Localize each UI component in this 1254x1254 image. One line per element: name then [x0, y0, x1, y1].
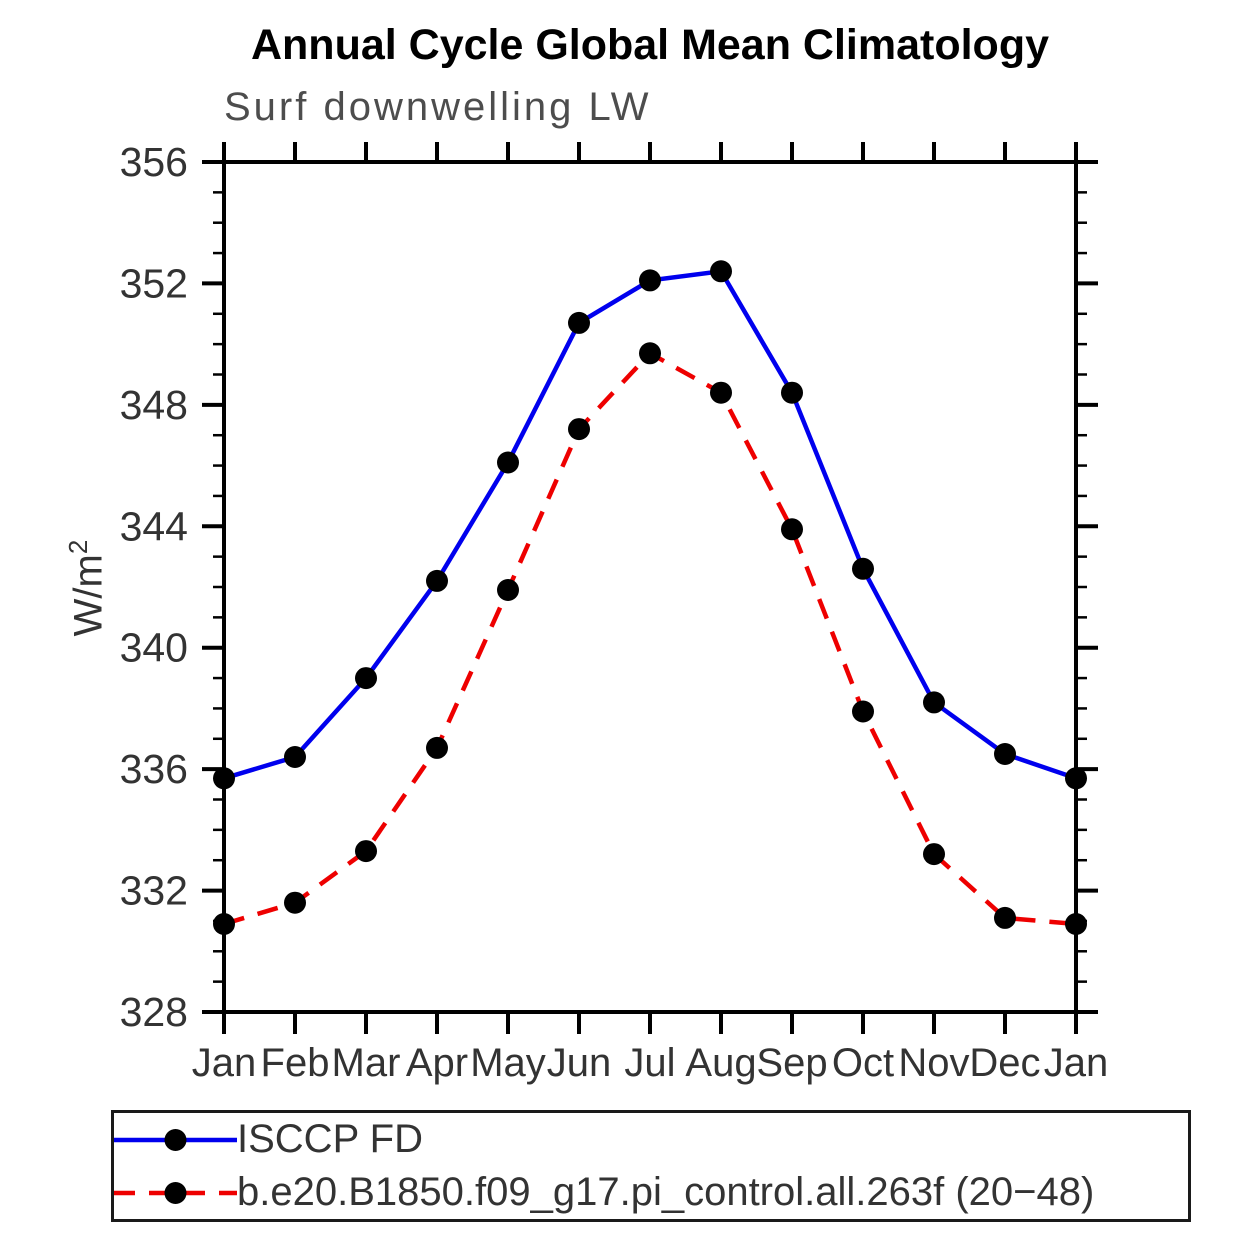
legend-item-isccp: ISCCP FD	[114, 1113, 1188, 1166]
chart-title: Annual Cycle Global Mean Climatology	[251, 21, 1049, 69]
data-point-marker	[497, 579, 519, 601]
data-point-marker	[426, 736, 448, 759]
data-point-marker	[355, 667, 377, 690]
legend-label-model: b.e20.B1850.f09_g17.pi_control.all.263f …	[237, 1170, 1095, 1214]
y-tick-label: 336	[120, 746, 188, 792]
data-point-marker	[1065, 913, 1087, 935]
data-point-marker	[710, 381, 732, 404]
x-tick-label: Mar	[332, 1041, 401, 1085]
x-tick-label: Dec	[969, 1041, 1040, 1085]
data-point-marker	[923, 691, 945, 714]
data-point-marker	[781, 381, 803, 404]
x-tick-label: Aug	[685, 1041, 756, 1085]
x-tick-label: Apr	[406, 1041, 468, 1085]
data-point-marker	[710, 260, 732, 283]
y-axis-label: W/m2	[48, 478, 111, 698]
y-axis-label-unit: W/m	[66, 554, 111, 637]
y-tick-label: 328	[120, 989, 188, 1035]
data-point-marker	[568, 311, 590, 334]
data-point-marker	[852, 557, 874, 580]
data-point-marker	[568, 418, 590, 441]
x-tick-label: Feb	[261, 1041, 330, 1085]
data-point-marker	[639, 269, 661, 292]
legend-marker-dot	[164, 1128, 187, 1151]
legend-marker-dot	[164, 1181, 187, 1204]
y-tick-label: 332	[120, 868, 188, 914]
data-point-marker	[284, 746, 306, 768]
x-tick-label: Sep	[756, 1041, 827, 1085]
data-point-marker	[426, 569, 448, 592]
data-point-marker	[284, 891, 306, 914]
legend-key-line-solid	[114, 1128, 237, 1151]
data-series	[213, 260, 1087, 935]
x-tick-label: Nov	[898, 1041, 969, 1085]
data-point-marker	[355, 840, 377, 863]
legend-item-model: b.e20.B1850.f09_g17.pi_control.all.263f …	[114, 1166, 1188, 1219]
x-tick-label: Oct	[832, 1041, 894, 1085]
data-point-marker	[994, 906, 1016, 929]
legend-key-line-dashed	[114, 1181, 237, 1204]
y-tick-label: 348	[120, 382, 188, 428]
axes	[202, 142, 1098, 1034]
chart-subtitle: Surf downwelling LW	[224, 85, 652, 129]
x-tick-label: Jan	[192, 1041, 257, 1085]
legend-label-isccp: ISCCP FD	[237, 1117, 423, 1161]
legend: ISCCP FD b.e20.B1850.f09_g17.pi_control.…	[111, 1110, 1191, 1222]
data-point-marker	[852, 700, 874, 723]
x-tick-label: Jun	[547, 1041, 612, 1085]
x-tick-label: May	[470, 1041, 546, 1085]
x-tick-label: Jan	[1044, 1041, 1109, 1085]
data-point-marker	[213, 913, 235, 935]
y-tick-label: 340	[120, 625, 188, 671]
data-point-marker	[923, 843, 945, 866]
data-point-marker	[781, 518, 803, 541]
data-point-marker	[639, 342, 661, 365]
data-point-marker	[497, 451, 519, 474]
y-tick-label: 356	[120, 139, 188, 185]
x-tick-label: Jul	[624, 1041, 675, 1085]
data-point-marker	[994, 743, 1016, 765]
data-point-marker	[1065, 767, 1087, 790]
data-point-marker	[213, 767, 235, 790]
series-line-1	[223, 350, 1077, 927]
y-tick-label: 344	[120, 503, 188, 549]
y-tick-label: 352	[120, 260, 188, 306]
y-axis-label-exponent: 2	[63, 539, 93, 555]
